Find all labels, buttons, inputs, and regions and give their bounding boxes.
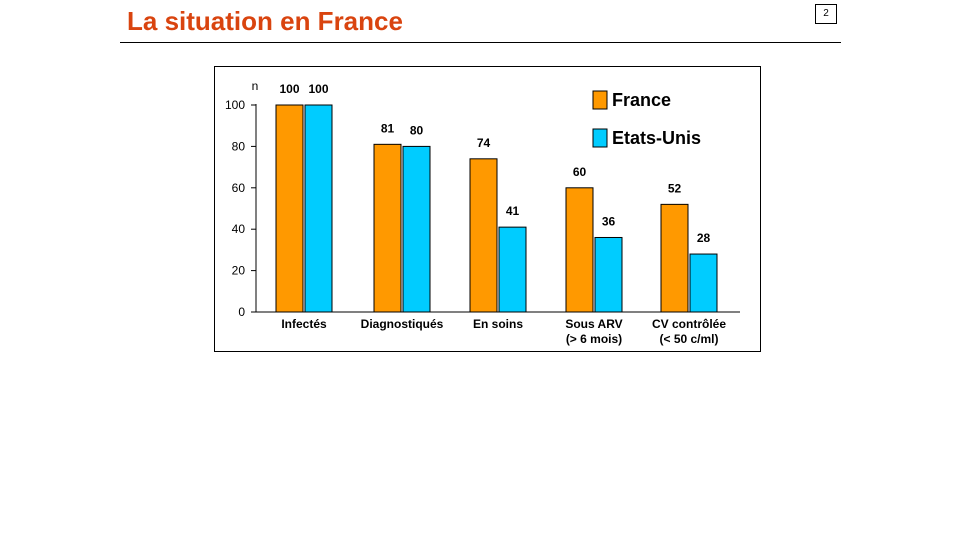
y-tick-label: 60 [232,181,246,195]
data-label: 60 [573,165,587,179]
bar-france [660,203,689,313]
y-axis-label: n [252,79,259,93]
data-label: 100 [308,82,328,96]
bar-usa [402,145,431,313]
bar-usa [498,226,527,313]
legend-label-france: France [612,90,671,110]
data-label: 100 [279,82,299,96]
category-label: (< 50 c/ml) [659,332,718,346]
bar-usa [594,236,623,313]
category-label: Diagnostiqués [361,317,444,331]
bar-usa [689,253,718,313]
data-label: 52 [668,181,682,195]
title-divider [120,42,841,43]
data-label: 36 [602,214,616,228]
page-number: 2 [815,4,837,24]
legend-label-usa: Etats-Unis [612,128,701,148]
legend-swatch-france [592,90,608,110]
bar-france [469,158,498,313]
data-label: 28 [697,231,711,245]
legend-swatch-usa [592,128,608,148]
bar-france [373,143,402,313]
category-label: (> 6 mois) [566,332,622,346]
data-label: 74 [477,136,491,150]
chart-frame [214,66,761,352]
category-label: Infectés [281,317,327,331]
page-title: La situation en France [127,6,403,36]
data-label: 80 [410,123,424,137]
category-label: Sous ARV [565,317,622,331]
y-tick-label: 40 [232,222,246,236]
category-label: En soins [473,317,523,331]
bar-france [275,104,304,313]
y-tick-label: 0 [238,305,245,319]
y-tick-label: 20 [232,264,246,278]
data-label: 41 [506,204,520,218]
bar-usa [304,104,333,313]
category-label: CV contrôlée [652,317,726,331]
data-label: 81 [381,121,395,135]
y-tick-label: 80 [232,139,246,153]
bar-france [565,187,594,313]
y-tick-label: 100 [225,98,245,112]
